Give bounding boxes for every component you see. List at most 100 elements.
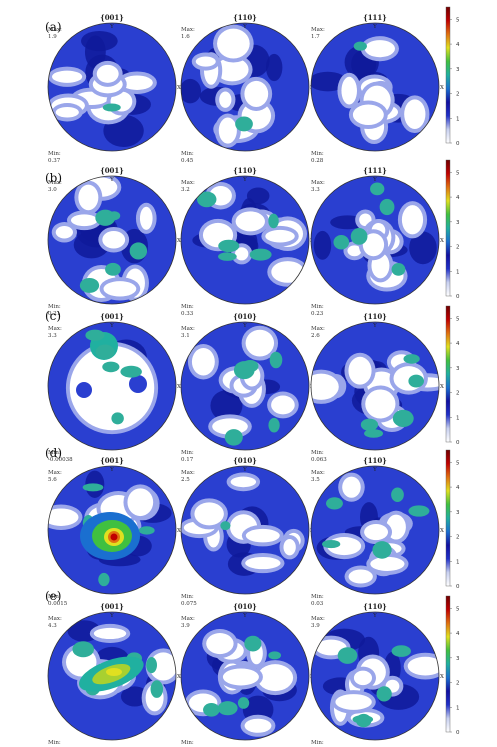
max-label: Max: — [311, 616, 325, 622]
y-axis-mark: Y — [242, 467, 247, 473]
min-value: 0.37 — [48, 158, 61, 164]
max-label: Max: — [48, 470, 62, 476]
colorbar-tick-label: 4 — [456, 42, 460, 48]
min-value: 0.45 — [181, 158, 194, 164]
y-axis-mark: Y — [109, 613, 114, 619]
pole-figure-outline — [180, 321, 310, 451]
pole-figure: Y X {010} Max:2.5 Min:0.075 — [180, 456, 314, 607]
colorbar: 0 1 2 3 4 5 — [445, 6, 460, 147]
pole-figure-outline — [310, 611, 440, 741]
max-label: Max: — [181, 27, 195, 33]
panel-title: {001} — [100, 13, 124, 22]
pole-figure-outline — [310, 175, 440, 305]
pole-figure-outline — [180, 175, 310, 305]
y-axis-mark: Y — [372, 613, 377, 619]
max-label: Max: — [311, 470, 325, 476]
pole-figure-outline — [310, 321, 440, 451]
intensity-contours — [311, 350, 439, 438]
colorbar-tick-label: 1 — [456, 705, 460, 711]
colorbar-tick-label: 0 — [456, 294, 460, 300]
intensity-contours — [316, 472, 430, 588]
panel-title: {010} — [233, 312, 257, 321]
intensity-contours — [62, 620, 176, 716]
panel-title: {001} — [100, 312, 124, 321]
colorbar: 0 1 2 3 4 5 — [445, 305, 460, 446]
min-value: 0.075 — [181, 601, 197, 607]
max-value: 3.2 — [181, 187, 190, 193]
min-label: Min: — [311, 594, 324, 600]
min-label: Min: — [48, 740, 61, 746]
colorbar-tick-label: 2 — [456, 92, 460, 98]
y-axis-mark: Y — [109, 323, 114, 329]
colorbar-tick-label: 0 — [456, 730, 460, 736]
pole-figure: Y X {110} Max:2.6 Min:0.063 — [310, 312, 444, 463]
max-label: Max: — [48, 180, 62, 186]
intensity-contours — [51, 176, 157, 302]
pole-figure-outline — [180, 465, 310, 595]
colorbar: 0 1 2 3 4 5 — [445, 595, 460, 736]
pole-figure: Y X {001} Max:5.6 Min:0.0015 — [47, 456, 181, 607]
x-axis-mark: X — [177, 674, 181, 680]
colorbar-tick-label: 5 — [456, 460, 460, 466]
x-axis-mark: X — [440, 528, 444, 534]
y-axis-mark: Y — [372, 467, 377, 473]
intensity-contours — [48, 30, 157, 147]
max-value: 3.3 — [311, 187, 320, 193]
colorbar-tick-label: 5 — [456, 606, 460, 612]
row-label: (b) — [45, 171, 62, 185]
colorbar-tick-label: 0 — [456, 440, 460, 446]
max-label: Max: — [311, 180, 325, 186]
y-axis-mark: Y — [109, 177, 114, 183]
intensity-contours — [65, 329, 159, 435]
max-label: Max: — [311, 27, 325, 33]
pole-figure-outline — [47, 465, 177, 595]
min-label: Min: — [181, 594, 194, 600]
min-label: Min: — [48, 594, 61, 600]
x-axis-mark: X — [440, 238, 444, 244]
colorbar-tick-label: 5 — [456, 316, 460, 322]
panel-title: {111} — [363, 166, 387, 175]
colorbar-tick-label: 3 — [456, 220, 460, 226]
min-label: Min: — [48, 151, 61, 157]
intensity-contours — [313, 182, 437, 292]
pole-figure-outline — [180, 22, 310, 152]
max-value: 3.5 — [311, 477, 320, 483]
max-value: 3.9 — [181, 623, 190, 629]
intensity-contours — [187, 325, 299, 446]
panel-title: {001} — [100, 456, 124, 465]
max-label: Max: — [48, 616, 62, 622]
panel-title: {001} — [100, 602, 124, 611]
y-axis-mark: Y — [242, 177, 247, 183]
pole-figure: Y X {001} Max:3.0 Min:0.21 — [47, 166, 181, 317]
max-label: Max: — [181, 616, 195, 622]
pole-figure: Y X {110} Max:1.6 Min:0.45 — [180, 13, 314, 164]
colorbar-tick-label: 4 — [456, 195, 460, 201]
row-2: (c)YX{001}Max:3.3Min:-0.00038YX{010}Max:… — [45, 305, 460, 463]
pole-figure-outline — [180, 611, 310, 741]
y-axis-mark: Y — [242, 323, 247, 329]
pole-figure: Y X {111} Max:1.7 Min:0.28 — [310, 13, 444, 164]
colorbar-tick-label: 5 — [456, 170, 460, 176]
min-value: 0.063 — [311, 457, 327, 463]
panel-title: {110} — [363, 312, 387, 321]
max-label: Max: — [181, 326, 195, 332]
min-value: -0.00038 — [48, 457, 73, 463]
intensity-contours — [184, 629, 298, 737]
y-axis-mark: Y — [242, 613, 247, 619]
pole-figure-outline — [310, 22, 440, 152]
colorbar-gradient — [445, 449, 451, 587]
min-label: Min: — [181, 151, 194, 157]
min-label: Min: — [181, 304, 194, 310]
panel-title: {010} — [233, 456, 257, 465]
pole-figure: Y X {111} Max:3.3 Min:0.23 — [310, 166, 444, 317]
x-axis-mark: X — [440, 674, 444, 680]
row-label: (e) — [45, 589, 61, 603]
min-label: Min: — [311, 304, 324, 310]
x-axis-mark: X — [440, 85, 444, 91]
min-label: Min: — [48, 450, 61, 456]
colorbar-tick-label: 0 — [456, 584, 460, 590]
min-value: 0.28 — [311, 158, 324, 164]
